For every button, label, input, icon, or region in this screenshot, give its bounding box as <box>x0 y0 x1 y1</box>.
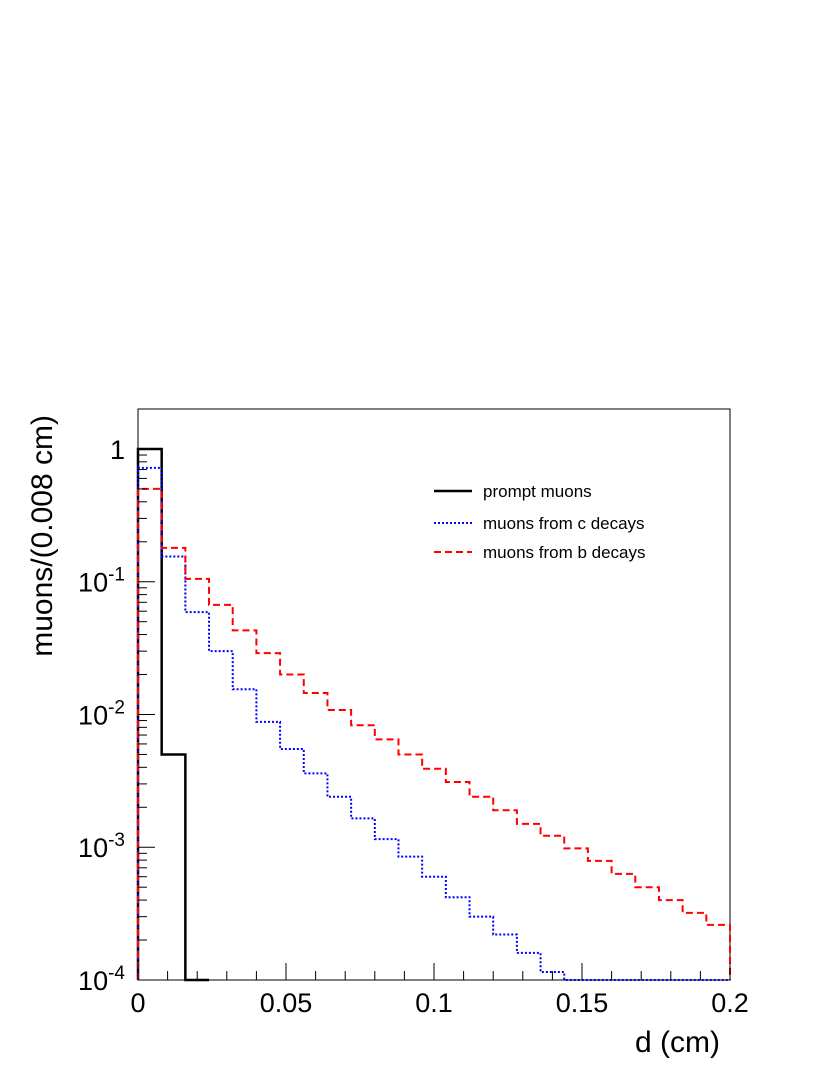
label-layer: 0 0.05 0.1 0.15 0.2 1 10-1 10-2 10-3 10-4 <box>78 435 749 1018</box>
tick-layer <box>137 408 731 981</box>
y-axis-title: muons/(0.008 cm) <box>26 415 59 657</box>
x-tick-label: 0.2 <box>711 988 749 1018</box>
x-tick-label: 0.05 <box>260 988 313 1018</box>
y-tick-label: 1 <box>110 435 125 465</box>
legend-label-0: prompt muons <box>483 482 592 501</box>
x-tick-label: 0.15 <box>556 988 609 1018</box>
x-axis-title: d (cm) <box>635 1026 720 1059</box>
y-tick-label: 10-4 <box>78 963 125 996</box>
series-line-2 <box>137 487 731 980</box>
legend-label-2: muons from b decays <box>483 543 646 562</box>
x-tick-label: 0 <box>130 988 145 1018</box>
legend-label-1: muons from c decays <box>483 514 645 533</box>
legend: prompt muons muons from c decays muons fro… <box>434 482 646 562</box>
y-tick-label: 10-1 <box>78 565 125 598</box>
plot-frame <box>137 408 731 981</box>
y-tick-label: 10-2 <box>78 697 125 730</box>
x-tick-label: 0.1 <box>415 988 453 1018</box>
y-tick-label: 10-3 <box>78 830 125 863</box>
